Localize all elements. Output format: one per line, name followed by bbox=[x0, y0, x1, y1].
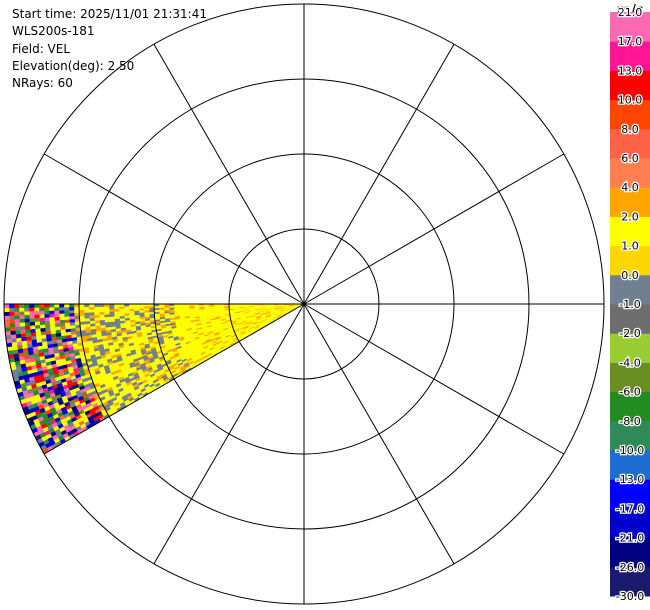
colorbar-tick-label: 6.0 bbox=[621, 152, 639, 165]
data-sector bbox=[3, 303, 305, 455]
colorbar-tick-label: 13.0 bbox=[618, 64, 643, 77]
colorbar-tick-label: 4.0 bbox=[621, 181, 639, 194]
colorbar-tick-label: -8.0 bbox=[619, 415, 640, 428]
colorbar-tick-label: -13.0 bbox=[616, 473, 644, 486]
colorbar-tick-label: 0.0 bbox=[621, 269, 639, 282]
colorbar-tick-label: 17.0 bbox=[618, 35, 643, 48]
colorbar-tick-label: -26.0 bbox=[616, 561, 644, 574]
colorbar-tick-label: -4.0 bbox=[619, 356, 640, 369]
colorbar-tick-label: -17.0 bbox=[616, 502, 644, 515]
colorbar-tick-label: 8.0 bbox=[621, 123, 639, 136]
colorbar-tick-label: 21.0 bbox=[618, 6, 643, 19]
colorbar-tick-label: -2.0 bbox=[619, 327, 640, 340]
colorbar-tick-label: -1.0 bbox=[619, 298, 640, 311]
colorbar-tick-label: 10.0 bbox=[618, 94, 643, 107]
colorbar-tick-label: -30.0 bbox=[616, 590, 644, 603]
colorbar-tick-label: 1.0 bbox=[621, 240, 639, 253]
colorbar-tick-label: 2.0 bbox=[621, 210, 639, 223]
colorbar-tick-label: -10.0 bbox=[616, 444, 644, 457]
colorbar-tick-label: -21.0 bbox=[616, 532, 644, 545]
colorbar-tick-label: -6.0 bbox=[619, 386, 640, 399]
